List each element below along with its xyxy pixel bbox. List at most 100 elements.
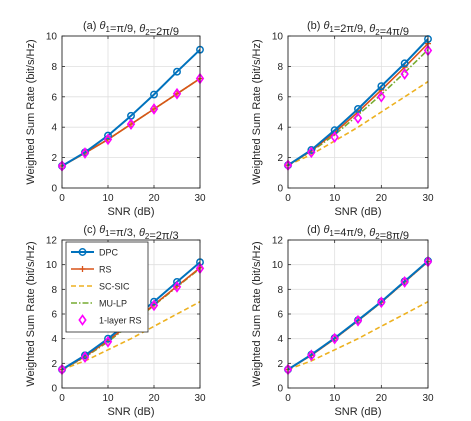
theta-subscript: 2 [375, 232, 380, 241]
theta-symbol: θ [139, 23, 145, 35]
title-text: =π/3, [110, 227, 139, 239]
theta-subscript: 2 [145, 232, 150, 241]
point-1-layer-rs [80, 147, 90, 159]
x-tick-label: 20 [376, 393, 388, 404]
x-tick-label: 10 [329, 193, 341, 204]
title-text: =2π/9 [150, 26, 179, 38]
theta-symbol: θ [369, 23, 375, 35]
legend-marker-rs [79, 266, 86, 272]
legend-label: RS [99, 265, 112, 275]
theta-symbol: θ [139, 227, 145, 239]
point-rs [174, 90, 180, 97]
y-tick-label: 6 [51, 92, 57, 103]
panel-title: (b) θ1=2π/9, θ2=4π/9 [307, 20, 409, 38]
title-text: =8π/9 [380, 230, 409, 242]
series-line-sc-sic [287, 80, 429, 166]
point-dpc [173, 67, 181, 76]
y-tick-label: 0 [51, 384, 57, 395]
panel-title: (c) θ1=π/3, θ2=2π/3 [83, 224, 178, 242]
y-tick-label: 6 [277, 92, 283, 103]
x-tick-label: 10 [102, 193, 114, 204]
theta-subscript: 2 [145, 28, 150, 37]
x-tick-label: 30 [422, 193, 434, 204]
y-tick-label: 2 [51, 153, 57, 164]
title-text: =π/9, [110, 23, 139, 35]
theta-subscript: 1 [105, 229, 110, 238]
axes-box [61, 239, 201, 389]
legend-marker-1-layer-rs [78, 314, 87, 326]
y-tick-label: 12 [46, 236, 58, 247]
y-tick-label: 8 [51, 62, 57, 73]
y-tick-label: 10 [46, 32, 58, 43]
x-tick-label: 0 [285, 393, 291, 404]
y-tick-label: 10 [46, 260, 58, 271]
series-line-dpc [287, 38, 429, 167]
point-1-layer-rs [307, 349, 316, 362]
y-axis-label: Weighted Sum Rate (bit/s/Hz) [251, 39, 263, 184]
x-tick-label: 30 [422, 393, 434, 404]
point-1-layer-rs [149, 299, 159, 312]
legend-label: 1-layer RS [99, 316, 142, 326]
title-text: (b) [307, 20, 324, 32]
point-1-layer-rs [103, 133, 113, 146]
point-rs [128, 121, 134, 128]
title-text: =4π/9, [334, 227, 369, 239]
x-axis-label: SNR (dB) [107, 406, 154, 418]
point-1-layer-rs [330, 332, 339, 345]
x-tick-label: 10 [329, 393, 341, 404]
y-tick-label: 8 [277, 62, 283, 73]
axes-box [287, 35, 429, 189]
theta-symbol: θ [99, 224, 105, 236]
point-1-layer-rs [149, 103, 159, 115]
y-tick-label: 8 [51, 285, 57, 296]
y-tick-label: 2 [51, 359, 57, 370]
x-axis-label: SNR (dB) [107, 206, 154, 218]
y-tick-label: 8 [277, 285, 283, 296]
point-1-layer-rs [400, 68, 409, 80]
axes-box [287, 239, 429, 389]
point-rs [151, 105, 157, 112]
point-1-layer-rs [377, 90, 386, 103]
panel-title: (d) θ1=4π/9, θ2=8π/9 [307, 224, 409, 242]
y-tick-label: 6 [51, 310, 57, 321]
theta-subscript: 1 [329, 25, 334, 34]
title-text: (c) [83, 224, 99, 236]
point-dpc [400, 59, 409, 68]
point-dpc [104, 334, 112, 343]
x-tick-label: 0 [59, 193, 65, 204]
x-axis-label: SNR (dB) [334, 206, 381, 218]
y-tick-label: 2 [277, 153, 283, 164]
point-1-layer-rs [353, 112, 363, 124]
legend-label: MU-LP [99, 299, 127, 309]
theta-subscript: 1 [329, 229, 334, 238]
legend-label: SC-SIC [99, 282, 130, 292]
point-1-layer-rs [103, 335, 113, 348]
point-dpc [354, 105, 362, 113]
x-tick-label: 30 [194, 193, 206, 204]
title-text: (d) [307, 224, 324, 236]
axes-box [61, 35, 201, 189]
theta-subscript: 1 [105, 25, 110, 34]
theta-symbol: θ [323, 224, 329, 236]
theta-symbol: θ [369, 227, 375, 239]
point-dpc [150, 90, 158, 99]
legend-marker-dpc [78, 248, 87, 256]
point-1-layer-rs [172, 87, 182, 100]
series-line-dpc [287, 260, 429, 371]
y-tick-label: 0 [277, 384, 283, 395]
y-tick-label: 4 [51, 334, 57, 345]
point-dpc [104, 131, 112, 140]
point-1-layer-rs [80, 351, 90, 364]
y-tick-label: 0 [51, 184, 57, 195]
point-1-layer-rs [172, 280, 182, 293]
y-tick-label: 4 [51, 123, 57, 134]
title-text: =2π/9, [334, 23, 369, 35]
x-tick-label: 0 [285, 193, 291, 204]
point-1-layer-rs [126, 118, 136, 131]
legend-label: DPC [99, 248, 119, 258]
point-1-layer-rs [307, 146, 316, 159]
legend: DPC RS SC-SIC MU-LP 1-layer RS [65, 241, 149, 333]
